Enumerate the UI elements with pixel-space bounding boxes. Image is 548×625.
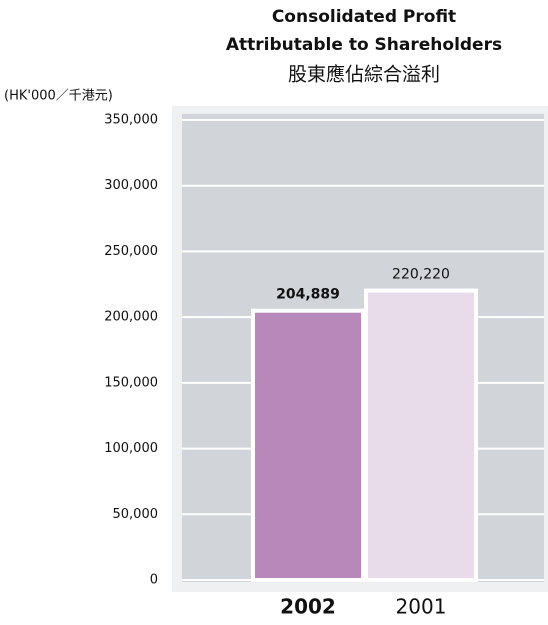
y-tick-label: 300,000 — [104, 178, 158, 193]
chart-title: Consolidated Profit — [272, 7, 456, 27]
value-label: 220,220 — [392, 267, 450, 283]
y-tick-label: 250,000 — [104, 244, 158, 259]
x-tick-label: 2001 — [396, 595, 447, 619]
y-tick-label: 350,000 — [104, 113, 158, 128]
bar — [364, 288, 478, 582]
y-tick-label: 0 — [150, 573, 158, 588]
y-tick-label: 50,000 — [113, 507, 159, 522]
value-label: 204,889 — [276, 287, 340, 303]
chart-subtitle: 股東應佔綜合溢利 — [288, 63, 440, 86]
y-tick-label: 150,000 — [104, 375, 158, 390]
bar — [251, 308, 365, 582]
y-axis-label: (HK'000／千港元) — [4, 89, 113, 104]
y-tick-label: 100,000 — [104, 441, 158, 456]
chart-title: Attributable to Shareholders — [226, 35, 502, 55]
y-tick-label: 200,000 — [104, 310, 158, 325]
x-tick-label: 2002 — [280, 595, 336, 619]
